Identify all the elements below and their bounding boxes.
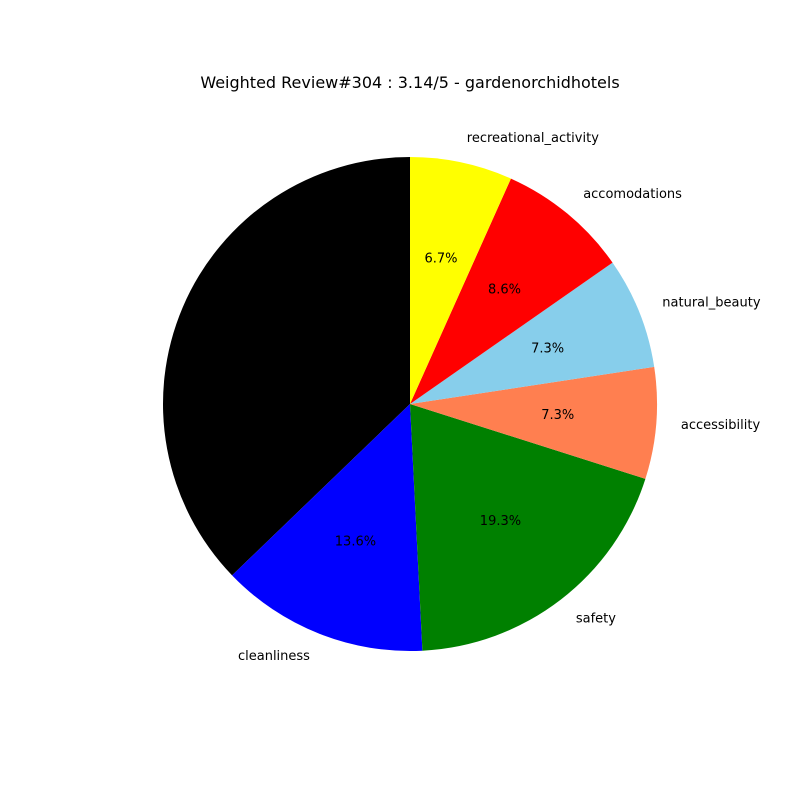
slice-percent-accomodations: 8.6% [488,282,521,297]
slice-label-accessibility: accessibility [681,418,761,433]
chart-title: Weighted Review#304 : 3.14/5 - gardenorc… [200,73,619,92]
slice-percent-accessibility: 7.3% [541,408,574,423]
pie-slice-accessibility [410,366,657,479]
slice-label-recreational_activity: recreational_activity [467,131,599,146]
slice-label-natural_beauty: natural_beauty [662,296,761,311]
slice-percent-natural_beauty: 7.3% [531,342,564,357]
slice-label-accomodations: accomodations [583,187,682,202]
pie-slice-safety [410,404,646,651]
pie-slice-cleanliness [232,404,423,651]
pie-slice-natural_beauty [410,262,655,404]
pie-slices [162,157,657,651]
pie-slice-unlabeled-0 [162,157,410,576]
pie-labels: cleanliness 13.6% safety 19.3% accessibility… [238,131,761,664]
pie-slice-recreational_activity [410,157,511,404]
slice-label-cleanliness: cleanliness [238,649,310,664]
pie-slice-accomodations [410,178,613,404]
slice-percent-cleanliness: 13.6% [335,534,376,549]
slice-percent-safety: 19.3% [480,514,521,529]
slice-label-safety: safety [576,612,616,627]
slice-percent-recreational_activity: 6.7% [424,252,457,267]
